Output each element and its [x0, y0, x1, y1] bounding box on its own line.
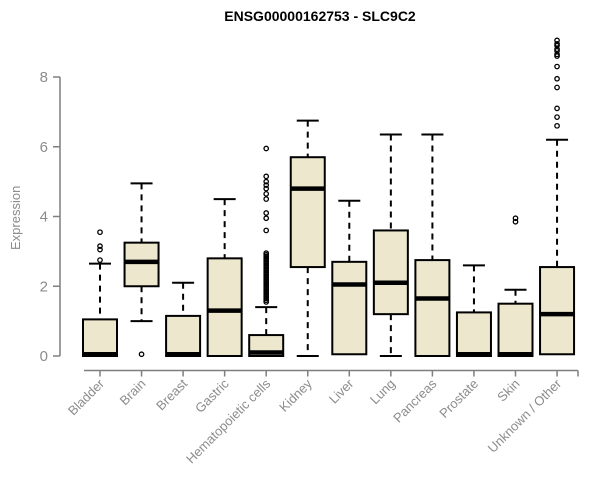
outlier-point-hematopoietic-cells — [263, 210, 270, 216]
box-lung — [372, 229, 409, 316]
outlier-point-brain — [138, 351, 145, 358]
box-unknown-other — [539, 266, 576, 356]
outlier-point-unknown-other — [554, 46, 560, 52]
x-category-label: Pancreas — [390, 376, 440, 426]
outlier-point-hematopoietic-cells — [263, 215, 270, 222]
x-category-label: Breast — [153, 376, 190, 413]
outlier-point-unknown-other — [554, 84, 560, 91]
box-pancreas — [414, 259, 451, 357]
x-category-label: Bladder — [65, 376, 108, 419]
outlier-point-unknown-other — [554, 41, 560, 47]
outlier-point-hematopoietic-cells — [263, 227, 270, 234]
outlier-point-unknown-other — [554, 51, 560, 58]
outlier-point-hematopoietic-cells — [263, 190, 270, 197]
outlier-point-unknown-other — [554, 114, 560, 120]
box-kidney — [289, 156, 326, 269]
x-category-label: Lung — [367, 376, 398, 407]
outlier-point-unknown-other — [554, 105, 560, 112]
x-category-label: Unknown / Other — [485, 376, 565, 456]
outlier-point-unknown-other — [554, 122, 560, 129]
box-breast — [165, 314, 202, 357]
x-category-label: Kidney — [276, 376, 315, 415]
y-tick-label: 4 — [40, 209, 48, 226]
outlier-point-unknown-other — [554, 75, 560, 82]
outlier-point-skin — [512, 215, 519, 222]
box-brain — [123, 241, 160, 288]
box-skin — [497, 302, 534, 357]
outlier-point-bladder — [97, 229, 103, 236]
y-tick-label: 8 — [40, 69, 48, 86]
x-category-label: Prostate — [436, 376, 481, 421]
y-tick-label: 0 — [40, 348, 48, 365]
box-gastric — [206, 257, 243, 358]
box-bladder — [82, 318, 118, 358]
x-category-label: Liver — [326, 376, 357, 407]
x-category-label: Gastric — [192, 376, 232, 416]
outlier-point-hematopoietic-cells — [263, 178, 270, 185]
box-liver — [331, 260, 368, 356]
outlier-point-bladder — [97, 246, 103, 253]
x-category-label: Brain — [117, 376, 149, 408]
x-category-label: Skin — [494, 376, 522, 404]
y-tick-label: 6 — [40, 139, 48, 156]
outlier-point-hematopoietic-cells — [263, 185, 270, 192]
outlier-point-hematopoietic-cells — [263, 182, 270, 188]
outlier-point-unknown-other — [554, 63, 560, 70]
y-tick-label: 2 — [40, 278, 48, 295]
outlier-point-bladder — [97, 257, 103, 263]
outlier-point-bladder — [97, 243, 103, 249]
outlier-point-hematopoietic-cells — [263, 145, 270, 152]
box-prostate — [455, 311, 492, 357]
outlier-point-hematopoietic-cells — [263, 173, 270, 180]
outlier-point-unknown-other — [554, 37, 560, 44]
outlier-point-hematopoietic-cells — [263, 250, 270, 256]
outlier-point-hematopoietic-cells — [263, 196, 270, 202]
chart-title: ENSG00000162753 - SLC9C2 — [224, 8, 416, 24]
outlier-point-skin — [512, 218, 519, 225]
